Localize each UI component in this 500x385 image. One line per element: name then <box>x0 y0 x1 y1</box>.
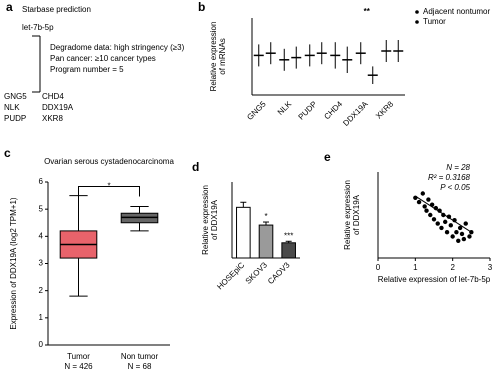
y-axis-label: Expression of DDX19A (log2 TPM+1) <box>9 197 18 329</box>
x-tick-label: PUDP <box>297 100 319 122</box>
sig-bracket <box>78 185 140 197</box>
y-axis-label: Relative expression <box>343 180 352 250</box>
x-tick-label: CAOV3 <box>266 260 292 286</box>
legend-marker <box>415 10 419 14</box>
point <box>428 212 433 218</box>
y-axis-label: of mRNAs <box>218 38 227 74</box>
point <box>443 219 448 225</box>
y-tick-label: 2 <box>39 286 44 295</box>
point <box>456 238 461 243</box>
annotation: R² = 0.3168 <box>428 173 471 182</box>
x-axis-label: Relative expression of let-7b-5p <box>378 275 491 284</box>
gene: PUDP <box>4 114 26 123</box>
legend-label: Adjacent nontumor <box>423 7 490 16</box>
point <box>457 225 463 231</box>
significance: * <box>264 212 267 221</box>
x-tick-label: GNG5 <box>245 99 268 122</box>
n-label: N = 68 <box>128 362 152 371</box>
mirna: let-7b-5p <box>22 23 54 32</box>
gene: NLK <box>4 103 20 112</box>
annotation: N = 28 <box>446 163 470 172</box>
x-tick-label: HOSEpiC <box>215 260 246 291</box>
annotation: P < 0.05 <box>440 183 470 192</box>
y-axis-label: Relative expression <box>201 185 210 255</box>
panel-label: e <box>324 150 331 164</box>
panel-label: a <box>6 0 13 14</box>
x-tick-label: DDX19A <box>341 99 370 128</box>
significance: *** <box>284 231 293 240</box>
point <box>437 208 442 213</box>
point <box>439 225 444 231</box>
y-tick-label: 4 <box>39 231 44 240</box>
n-label: N = 426 <box>64 362 93 371</box>
fit-line <box>415 195 472 233</box>
x-tick-label: 2 <box>450 263 455 272</box>
point <box>424 208 429 213</box>
legend-marker <box>415 20 419 24</box>
criterion: Pan cancer: ≥10 cancer types <box>50 54 156 63</box>
point <box>463 221 468 226</box>
point <box>431 217 437 222</box>
bar <box>236 206 251 259</box>
bracket <box>32 35 40 93</box>
y-tick-label: 3 <box>39 259 44 268</box>
bar <box>258 224 274 259</box>
panel-label: b <box>198 0 205 14</box>
criterion: Program number = 5 <box>50 65 124 74</box>
panel-a-title: Starbase prediction <box>22 5 91 14</box>
point <box>461 236 467 242</box>
point <box>420 191 425 196</box>
point <box>454 230 459 235</box>
point <box>448 223 453 228</box>
y-tick-label: 0 <box>39 340 44 349</box>
bar <box>281 242 296 259</box>
gene: CHD4 <box>42 92 64 101</box>
point <box>444 230 450 235</box>
point <box>435 221 440 226</box>
legend-label: Tumor <box>423 17 446 26</box>
x-tick-label: SKOV3 <box>244 260 270 286</box>
point <box>467 234 472 239</box>
chart-title: Ovarian serous cystadenocarcinoma <box>44 157 174 166</box>
y-tick-label: 1 <box>39 313 44 322</box>
x-tick-label: XKR8 <box>374 99 396 121</box>
point <box>426 197 431 202</box>
gene: DDX19A <box>42 103 74 112</box>
x-tick-label: Tumor <box>67 352 90 361</box>
x-tick-label: 1 <box>413 263 418 272</box>
gene: XKR8 <box>42 114 63 123</box>
panel-label: d <box>192 160 199 174</box>
y-tick-label: 6 <box>39 177 44 186</box>
significance: * <box>107 182 110 191</box>
point <box>446 214 452 219</box>
gene: GNG5 <box>4 92 27 101</box>
point <box>459 231 465 237</box>
x-tick-label: 3 <box>488 263 493 272</box>
x-tick-label: CHD4 <box>322 99 344 121</box>
point <box>450 234 455 239</box>
x-tick-label: Non tumor <box>121 352 159 361</box>
y-axis-label: of DDX19A <box>210 199 219 240</box>
y-tick-label: 5 <box>39 204 44 213</box>
y-axis-label: of DDX19A <box>352 194 361 235</box>
panel-label: c <box>4 146 11 160</box>
point <box>452 217 457 223</box>
x-tick-label: 0 <box>376 263 381 272</box>
x-tick-label: NLK <box>276 99 294 117</box>
criterion: Degradome data: high stringency (≥3) <box>50 43 185 52</box>
y-axis-label: Relative expression <box>209 22 218 92</box>
point <box>422 204 427 209</box>
point <box>433 205 439 211</box>
point <box>416 199 422 205</box>
significance: ** <box>364 7 371 16</box>
